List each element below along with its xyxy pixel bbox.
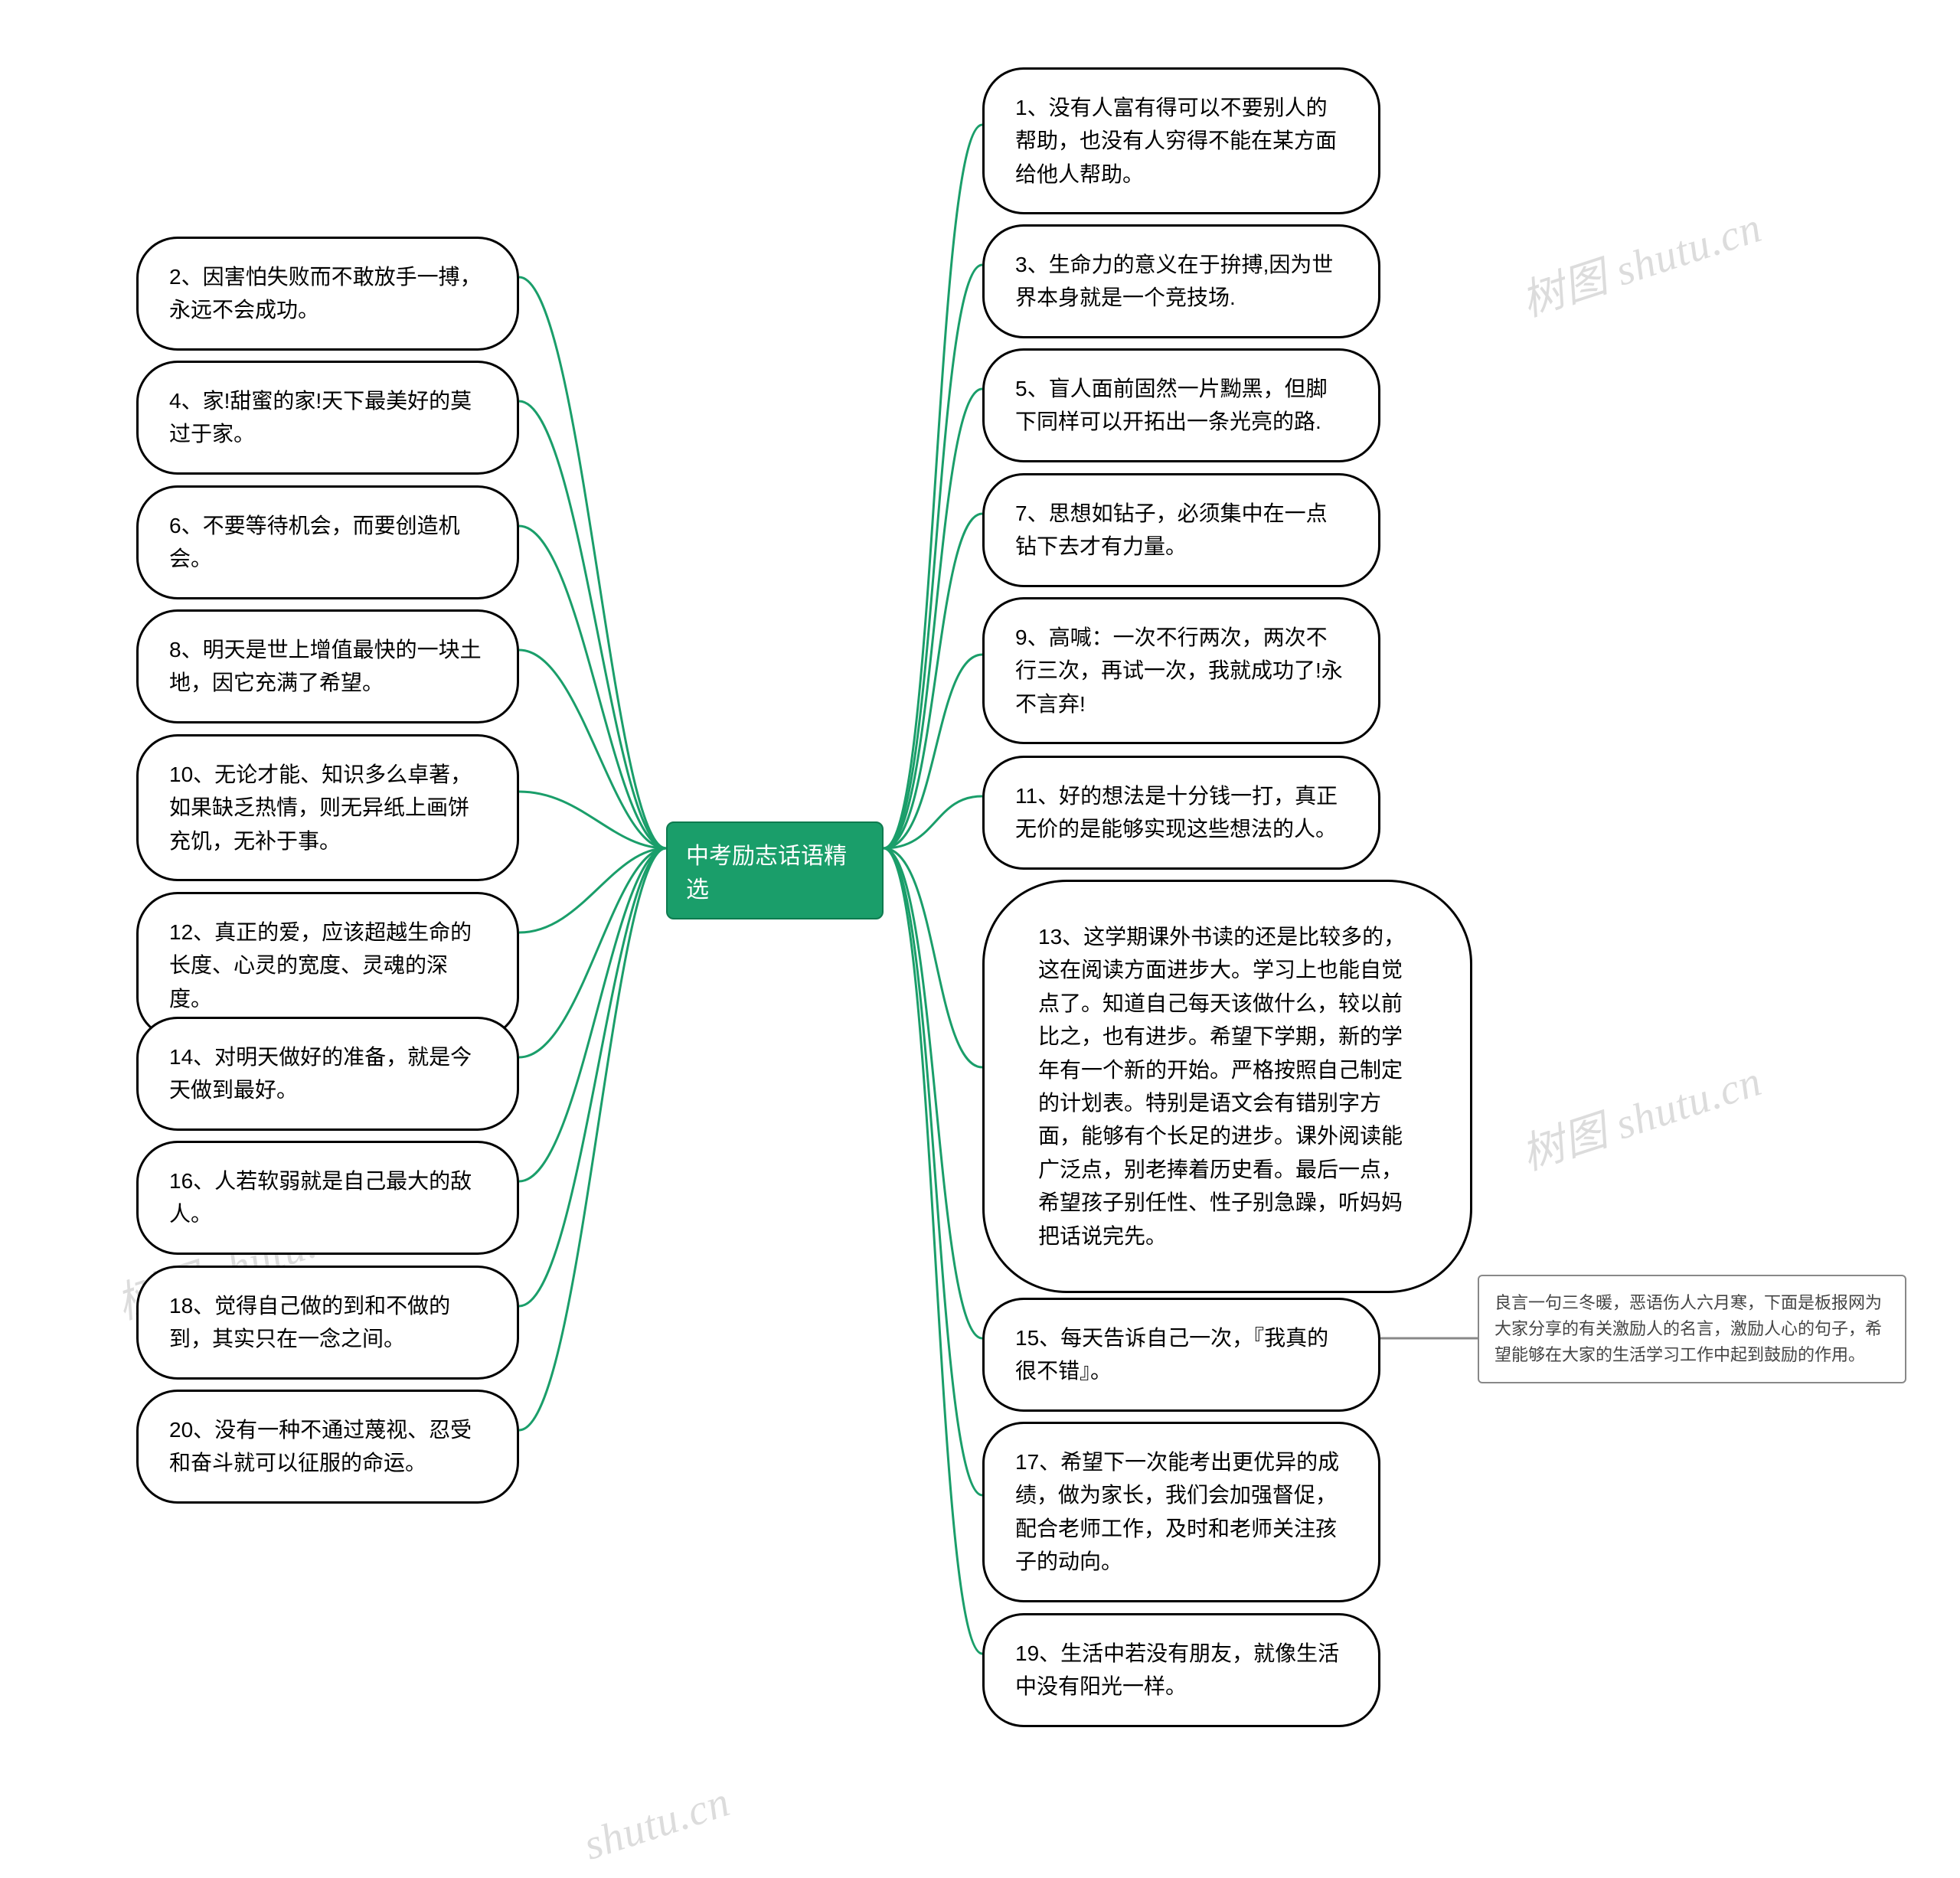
node-7[interactable]: 7、思想如钻子，必须集中在一点钻下去才有力量。: [982, 473, 1380, 587]
node-5[interactable]: 5、盲人面前固然一片黝黑，但脚下同样可以开拓出一条光亮的路.: [982, 348, 1380, 462]
watermark: 树图 shutu.cn: [1512, 1047, 1768, 1183]
node-13[interactable]: 13、这学期课外书读的还是比较多的，这在阅读方面进步大。学习上也能自觉点了。知道…: [982, 880, 1472, 1293]
node-14[interactable]: 14、对明天做好的准备，就是今天做到最好。: [136, 1017, 519, 1131]
note-node[interactable]: 良言一句三冬暖，恶语伤人六月寒，下面是板报网为大家分享的有关激励人的名言，激励人…: [1478, 1275, 1906, 1383]
node-1[interactable]: 1、没有人富有得可以不要别人的帮助，也没有人穷得不能在某方面给他人帮助。: [982, 67, 1380, 214]
node-18[interactable]: 18、觉得自己做的到和不做的到，其实只在一念之间。: [136, 1266, 519, 1380]
node-19[interactable]: 19、生活中若没有朋友，就像生活中没有阳光一样。: [982, 1613, 1380, 1727]
node-6[interactable]: 6、不要等待机会，而要创造机会。: [136, 485, 519, 599]
node-10[interactable]: 10、无论才能、知识多么卓著，如果缺乏热情，则无异纸上画饼充饥，无补于事。: [136, 734, 519, 881]
node-11[interactable]: 11、好的想法是十分钱一打，真正无价的是能够实现这些想法的人。: [982, 756, 1380, 870]
node-15[interactable]: 15、每天告诉自己一次，『我真的很不错』。: [982, 1298, 1380, 1412]
node-16[interactable]: 16、人若软弱就是自己最大的敌人。: [136, 1141, 519, 1255]
node-4[interactable]: 4、家!甜蜜的家!天下最美好的莫过于家。: [136, 361, 519, 475]
node-2[interactable]: 2、因害怕失败而不敢放手一搏，永远不会成功。: [136, 237, 519, 351]
watermark: 树图 shutu.cn: [1512, 193, 1768, 329]
node-9[interactable]: 9、高喊：一次不行两次，两次不行三次，再试一次，我就成功了!永不言弃!: [982, 597, 1380, 744]
node-20[interactable]: 20、没有一种不通过蔑视、忍受和奋斗就可以征服的命运。: [136, 1390, 519, 1504]
node-3[interactable]: 3、生命力的意义在于拚搏,因为世界本身就是一个竞技场.: [982, 224, 1380, 338]
node-8[interactable]: 8、明天是世上增值最快的一块土地，因它充满了希望。: [136, 609, 519, 723]
mindmap-canvas: 树图 shutu.cn 树图 shutu.cn 树图 shutu.cn 树图 s…: [0, 0, 1960, 1878]
watermark: shutu.cn: [578, 1777, 736, 1870]
node-17[interactable]: 17、希望下一次能考出更优异的成绩，做为家长，我们会加强督促，配合老师工作，及时…: [982, 1422, 1380, 1602]
center-node[interactable]: 中考励志话语精选: [666, 821, 884, 919]
